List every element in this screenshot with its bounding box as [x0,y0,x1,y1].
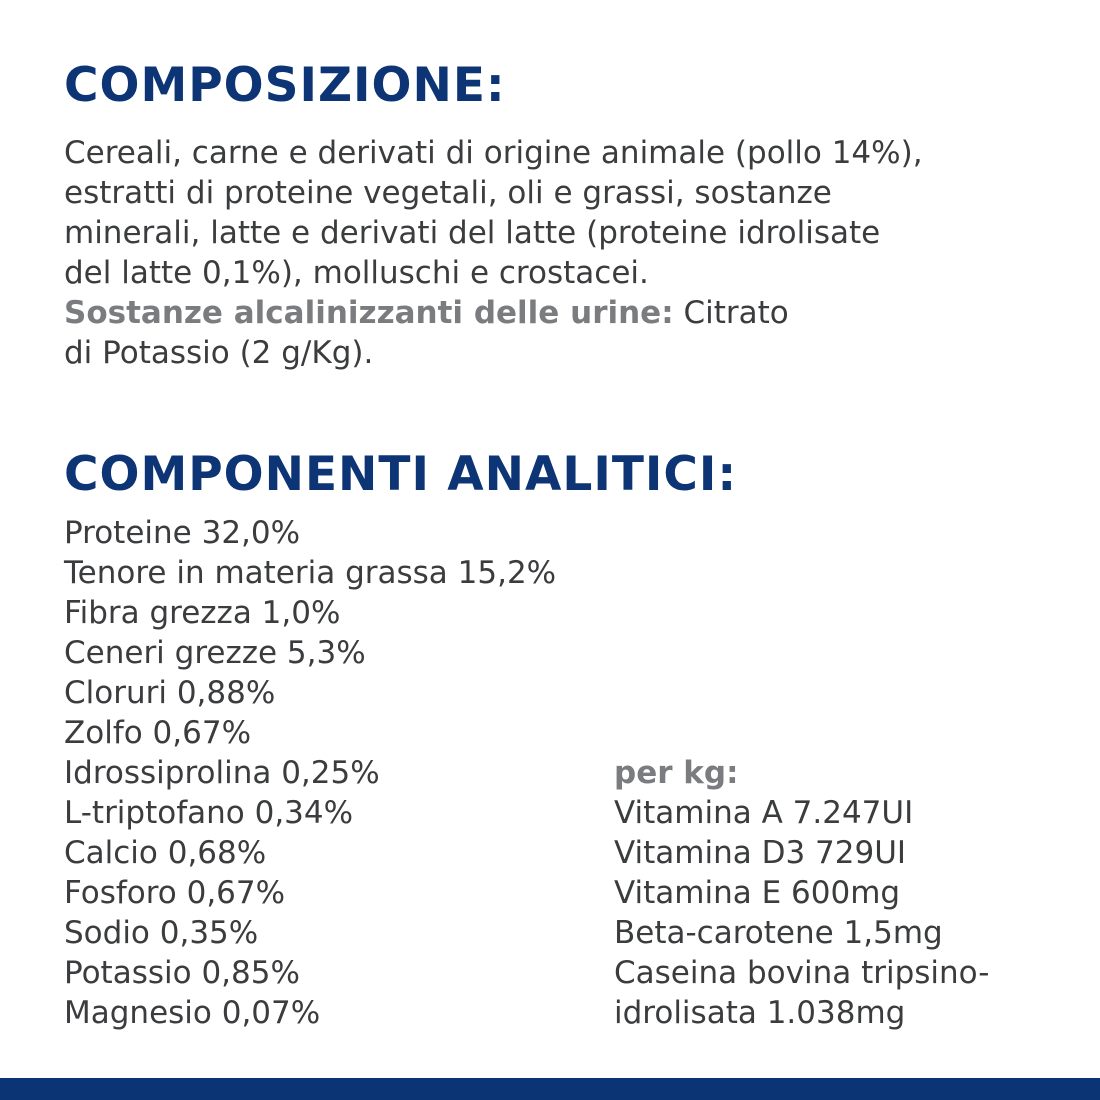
composition-heading: COMPOSIZIONE: [64,58,506,113]
per-kg-item: Vitamina A 7.247UI [614,795,914,831]
per-kg-item: Beta-carotene 1,5mg [614,915,943,951]
alkalizing-label: Sostanze alcalinizzanti delle urine: [64,295,674,331]
per-kg-item: Vitamina D3 729UI [614,835,907,871]
analytical-item: Calcio 0,68% [64,835,267,871]
per-kg-list: per kg: Vitamina A 7.247UI Vitamina D3 7… [614,753,989,1033]
analytical-item: L-triptofano 0,34% [64,795,354,831]
analytical-item: Magnesio 0,07% [64,995,321,1031]
analytical-item: Ceneri grezze 5,3% [64,635,366,671]
per-kg-item: idrolisata 1.038mg [614,995,906,1031]
per-kg-label: per kg: [614,755,739,791]
analytical-item: Fosforo 0,67% [64,875,286,911]
footer-bar [0,1078,1100,1100]
analytical-item: Idrossiprolina 0,25% [64,755,380,791]
analytical-item: Sodio 0,35% [64,915,259,951]
alkalizing-value-cont: di Potassio (2 g/Kg). [64,335,374,371]
analytical-item: Fibra grezza 1,0% [64,595,341,631]
composition-text: Cereali, carne e derivati di origine ani… [64,133,923,373]
alkalizing-value: Citrato [673,295,789,331]
composition-line: estratti di proteine vegetali, oli e gra… [64,175,832,211]
composition-line: del latte 0,1%), molluschi e crostacei. [64,255,649,291]
analytical-list: Proteine 32,0% Tenore in materia grassa … [64,513,556,1033]
per-kg-item: Caseina bovina tripsino- [614,955,990,991]
analytical-item: Proteine 32,0% [64,515,301,551]
analytical-item: Tenore in materia grassa 15,2% [64,555,557,591]
analytical-item: Cloruri 0,88% [64,675,276,711]
composition-line: minerali, latte e derivati del latte (pr… [64,215,881,251]
per-kg-item: Vitamina E 600mg [614,875,901,911]
analytical-heading: COMPONENTI ANALITICI: [64,447,738,502]
alkalizing-line: Sostanze alcalinizzanti delle urine: Cit… [64,293,923,333]
analytical-item: Potassio 0,85% [64,955,300,991]
analytical-item: Zolfo 0,67% [64,715,252,751]
composition-line: Cereali, carne e derivati di origine ani… [64,135,923,171]
